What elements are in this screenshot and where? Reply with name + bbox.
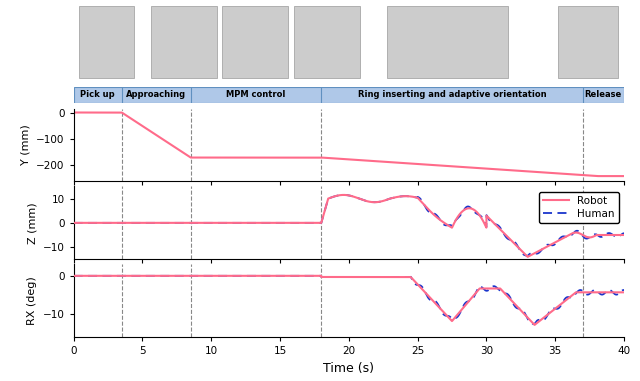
Text: Release: Release: [585, 90, 622, 99]
FancyBboxPatch shape: [222, 6, 288, 78]
Text: Pick up: Pick up: [81, 90, 115, 99]
FancyBboxPatch shape: [79, 6, 134, 78]
FancyBboxPatch shape: [387, 6, 508, 78]
FancyBboxPatch shape: [558, 6, 618, 78]
X-axis label: Time (s): Time (s): [323, 362, 374, 375]
Y-axis label: Z (mm): Z (mm): [27, 202, 37, 244]
Text: Approaching: Approaching: [126, 90, 186, 99]
Y-axis label: Y (mm): Y (mm): [20, 125, 31, 165]
Y-axis label: RX (deg): RX (deg): [27, 276, 37, 325]
FancyBboxPatch shape: [150, 6, 217, 78]
Text: Ring inserting and adaptive orientation: Ring inserting and adaptive orientation: [358, 90, 547, 99]
Legend: Robot, Human: Robot, Human: [539, 192, 619, 223]
Text: MPM control: MPM control: [226, 90, 285, 99]
FancyBboxPatch shape: [294, 6, 360, 78]
